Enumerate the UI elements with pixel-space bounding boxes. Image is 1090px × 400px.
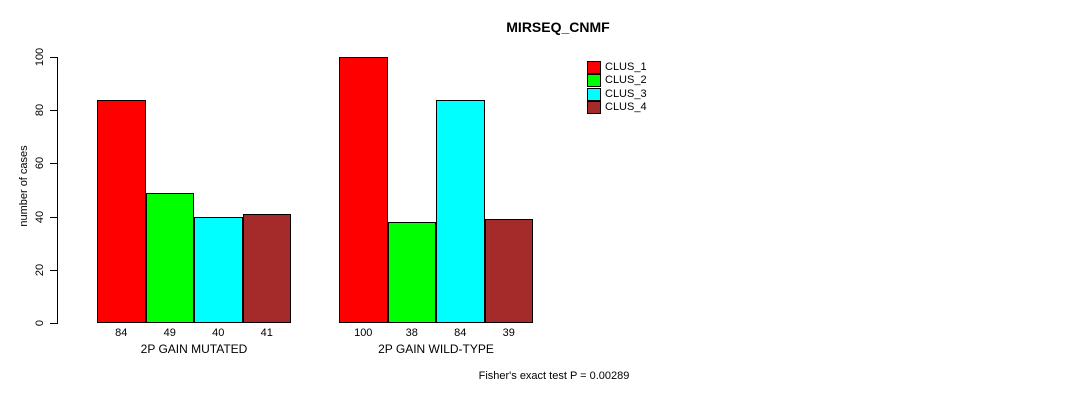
y-tick-label: 60 <box>34 157 46 170</box>
y-tick <box>50 323 57 324</box>
bar-value-label: 84 <box>115 327 128 339</box>
y-tick-label: 40 <box>34 210 46 223</box>
y-tick-label: 100 <box>34 47 46 67</box>
legend-entry-clus_4: CLUS_4 <box>587 100 647 115</box>
legend-label: CLUS_2 <box>605 74 647 87</box>
y-tick <box>50 269 57 271</box>
bar-clus_2-group2 <box>387 221 436 323</box>
bar-value-label: 38 <box>405 327 418 339</box>
chart-title: MIRSEQ_CNMF <box>506 19 610 35</box>
legend-label: CLUS_3 <box>605 87 647 100</box>
bar-clus_2-group1 <box>145 192 194 323</box>
legend-entry-clus_2: CLUS_2 <box>587 74 647 88</box>
legend: CLUS_1 CLUS_2 CLUS_3 CLUS_4 <box>587 61 647 115</box>
y-tick <box>50 163 57 165</box>
legend-entry-clus_1: CLUS_1 <box>587 61 647 75</box>
bar-value-label: 39 <box>502 327 515 339</box>
bar-clus_1-group2 <box>339 57 388 323</box>
bar-value-label: 49 <box>163 327 176 339</box>
y-tick-label: 80 <box>34 104 46 117</box>
bar-clus_3-group2 <box>436 99 485 323</box>
bar-value-label: 40 <box>212 327 225 339</box>
bar-clus_1-group1 <box>97 99 146 323</box>
legend-swatch-clus_4 <box>587 101 601 115</box>
bar-value-label: 84 <box>454 327 467 339</box>
bar-value-label: 41 <box>260 327 273 339</box>
y-tick-label: 0 <box>34 319 46 327</box>
legend-label: CLUS_1 <box>605 61 647 73</box>
y-axis-label: number of cases <box>18 145 30 227</box>
bar-clus_4-group2 <box>484 219 533 323</box>
y-tick <box>50 110 57 112</box>
group-label: 2P GAIN WILD-TYPE <box>378 342 494 356</box>
legend-entry-clus_3: CLUS_3 <box>587 88 647 101</box>
y-tick <box>50 216 57 218</box>
group-label: 2P GAIN MUTATED <box>140 342 248 356</box>
bar-value-label: 100 <box>354 327 373 339</box>
y-axis-line <box>57 57 58 324</box>
fisher-test-annotation: Fisher's exact test P = 0.00289 <box>478 370 630 382</box>
bar-clus_4-group1 <box>242 213 291 323</box>
y-tick-label: 20 <box>34 263 46 276</box>
y-tick <box>50 57 57 58</box>
legend-swatch-clus_1 <box>587 61 601 75</box>
legend-swatch-clus_2 <box>587 74 601 88</box>
legend-swatch-clus_3 <box>587 87 601 101</box>
legend-label: CLUS_4 <box>605 100 647 113</box>
bar-clus_3-group1 <box>194 216 243 323</box>
